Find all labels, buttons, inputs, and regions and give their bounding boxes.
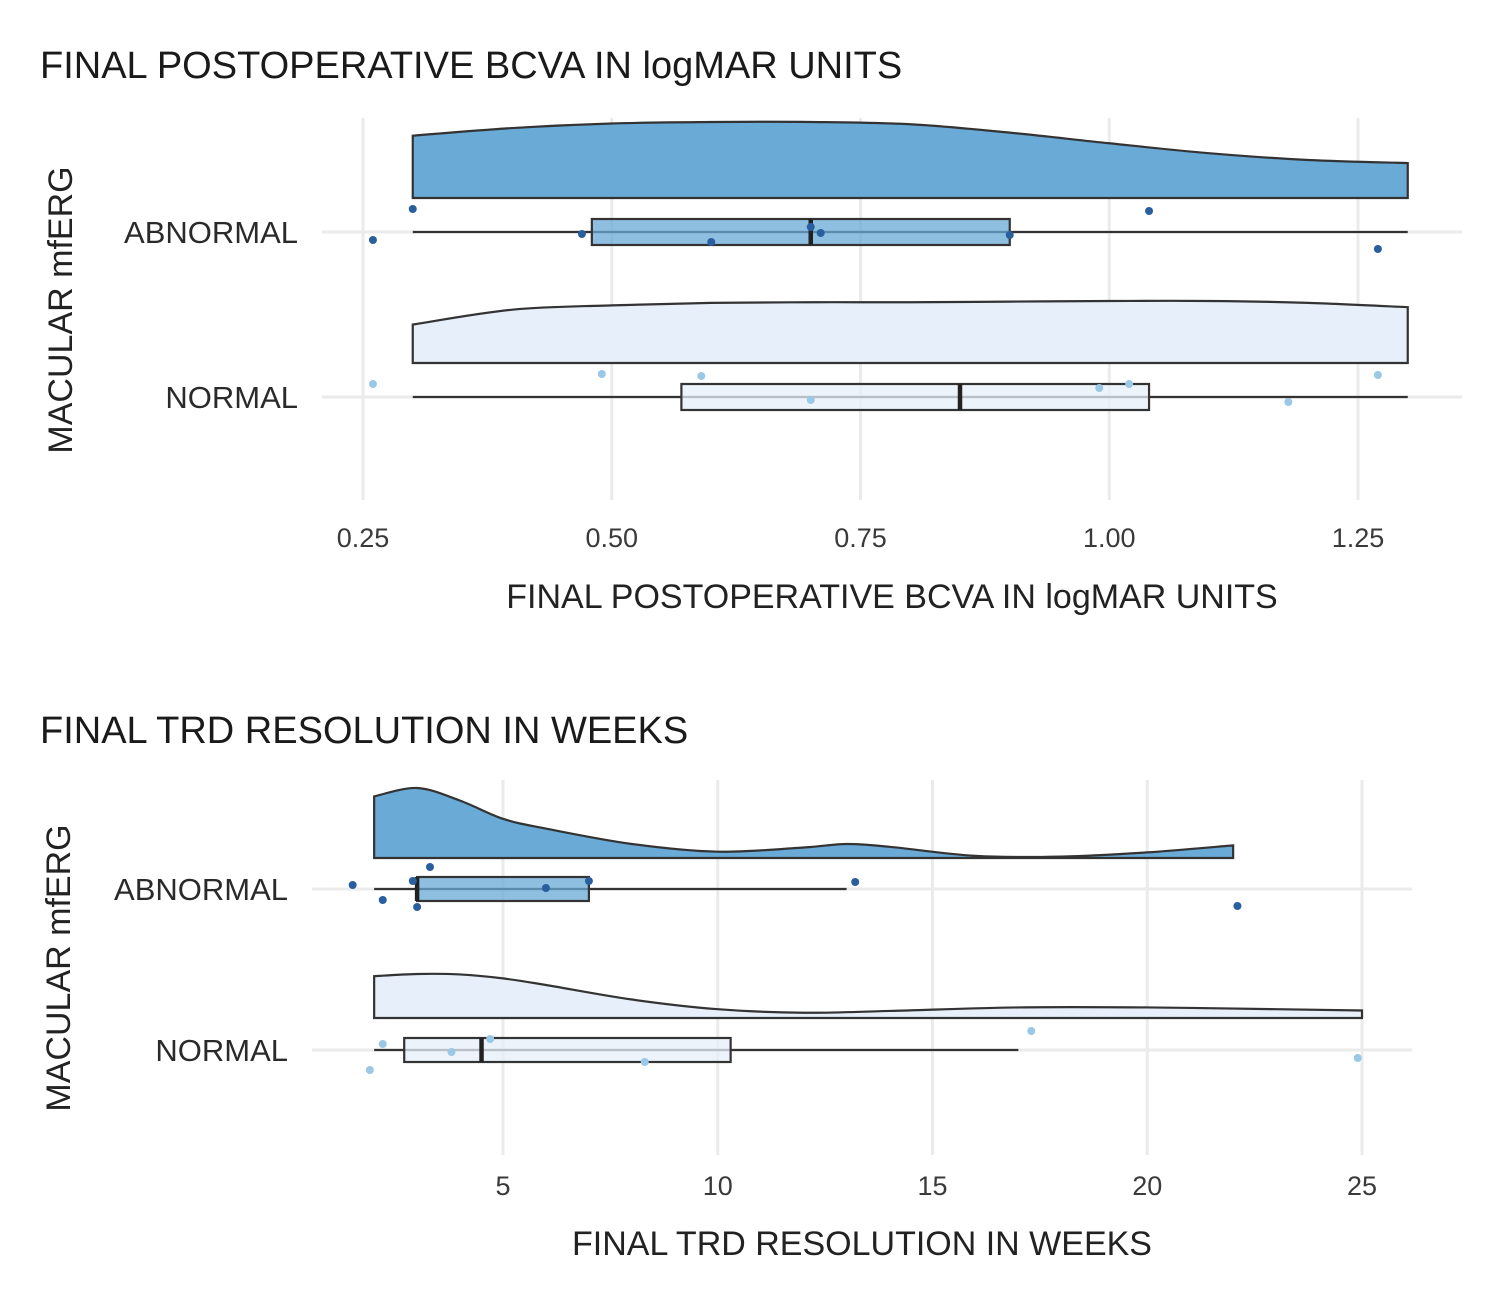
x-tick-label: 0.50 xyxy=(585,523,638,553)
data-point xyxy=(408,877,417,885)
data-point xyxy=(425,863,434,871)
data-point xyxy=(1284,398,1293,406)
data-point xyxy=(1353,1054,1362,1062)
data-point xyxy=(1095,384,1104,392)
data-point xyxy=(584,877,593,885)
category-label: ABNORMAL xyxy=(124,215,298,250)
iqr-box xyxy=(590,217,1011,247)
data-point xyxy=(1125,380,1134,388)
data-point xyxy=(851,878,860,886)
y-axis-title: MACULAR mfERG xyxy=(40,824,78,1111)
data-point xyxy=(541,884,550,892)
data-point xyxy=(378,1040,387,1048)
x-tick-label: 0.25 xyxy=(337,523,390,553)
x-tick-label: 25 xyxy=(1347,1171,1377,1201)
bcva-panel: FINAL POSTOPERATIVE BCVA IN logMAR UNITS… xyxy=(40,45,1462,616)
data-point xyxy=(348,881,357,889)
data-point xyxy=(1233,902,1242,910)
iqr-box xyxy=(403,1036,732,1064)
x-axis-title: FINAL TRD RESOLUTION IN WEEKS xyxy=(572,1225,1152,1263)
trd-panel: FINAL TRD RESOLUTION IN WEEKS 5 10 15 20 25 … xyxy=(40,710,1412,1263)
data-point xyxy=(486,1035,495,1043)
data-point xyxy=(413,903,422,911)
data-point xyxy=(368,236,377,244)
iqr-box xyxy=(416,875,591,903)
category-label: NORMAL xyxy=(155,1033,288,1068)
x-tick-label: 1.00 xyxy=(1083,523,1136,553)
x-tick-label: 0.75 xyxy=(834,523,887,553)
y-category-labels: ABNORMAL NORMAL xyxy=(124,215,298,415)
data-point xyxy=(640,1058,649,1066)
data-point xyxy=(1373,371,1382,379)
density-cloud xyxy=(411,120,1409,200)
data-point xyxy=(368,380,377,388)
data-point xyxy=(806,396,815,404)
data-point xyxy=(577,230,586,238)
data-point xyxy=(408,205,417,213)
data-point xyxy=(707,238,716,246)
category-label: NORMAL xyxy=(165,380,298,415)
group-layer xyxy=(348,786,1364,1074)
category-label: ABNORMAL xyxy=(114,872,288,907)
y-axis-title: MACULAR mfERG xyxy=(42,166,80,453)
data-point xyxy=(697,372,706,380)
density-cloud xyxy=(373,786,1235,860)
x-tick-label: 1.25 xyxy=(1332,523,1385,553)
panel-title: FINAL TRD RESOLUTION IN WEEKS xyxy=(40,710,688,752)
data-point xyxy=(378,896,387,904)
data-point xyxy=(365,1066,374,1074)
density-cloud xyxy=(373,972,1364,1020)
x-axis-title: FINAL POSTOPERATIVE BCVA IN logMAR UNITS xyxy=(506,578,1277,616)
x-tick-label: 10 xyxy=(703,1171,733,1201)
x-tick-label: 5 xyxy=(495,1171,510,1201)
x-tick-labels: 5 10 15 20 25 xyxy=(495,1171,1377,1201)
data-point xyxy=(597,370,606,378)
panel-title: FINAL POSTOPERATIVE BCVA IN logMAR UNITS xyxy=(40,45,902,87)
x-tick-label: 15 xyxy=(917,1171,947,1201)
data-point xyxy=(1373,245,1382,253)
data-point xyxy=(1027,1027,1036,1035)
data-point xyxy=(1005,231,1014,239)
y-category-labels: ABNORMAL NORMAL xyxy=(114,872,288,1068)
group-layer xyxy=(368,120,1409,412)
density-cloud xyxy=(411,299,1409,365)
data-point xyxy=(806,223,815,231)
iqr-box xyxy=(680,382,1151,412)
x-tick-label: 20 xyxy=(1132,1171,1162,1201)
data-point xyxy=(447,1048,456,1056)
data-point xyxy=(1145,207,1154,215)
data-point xyxy=(816,229,825,237)
x-tick-labels: 0.25 0.50 0.75 1.00 1.25 xyxy=(337,523,1385,553)
